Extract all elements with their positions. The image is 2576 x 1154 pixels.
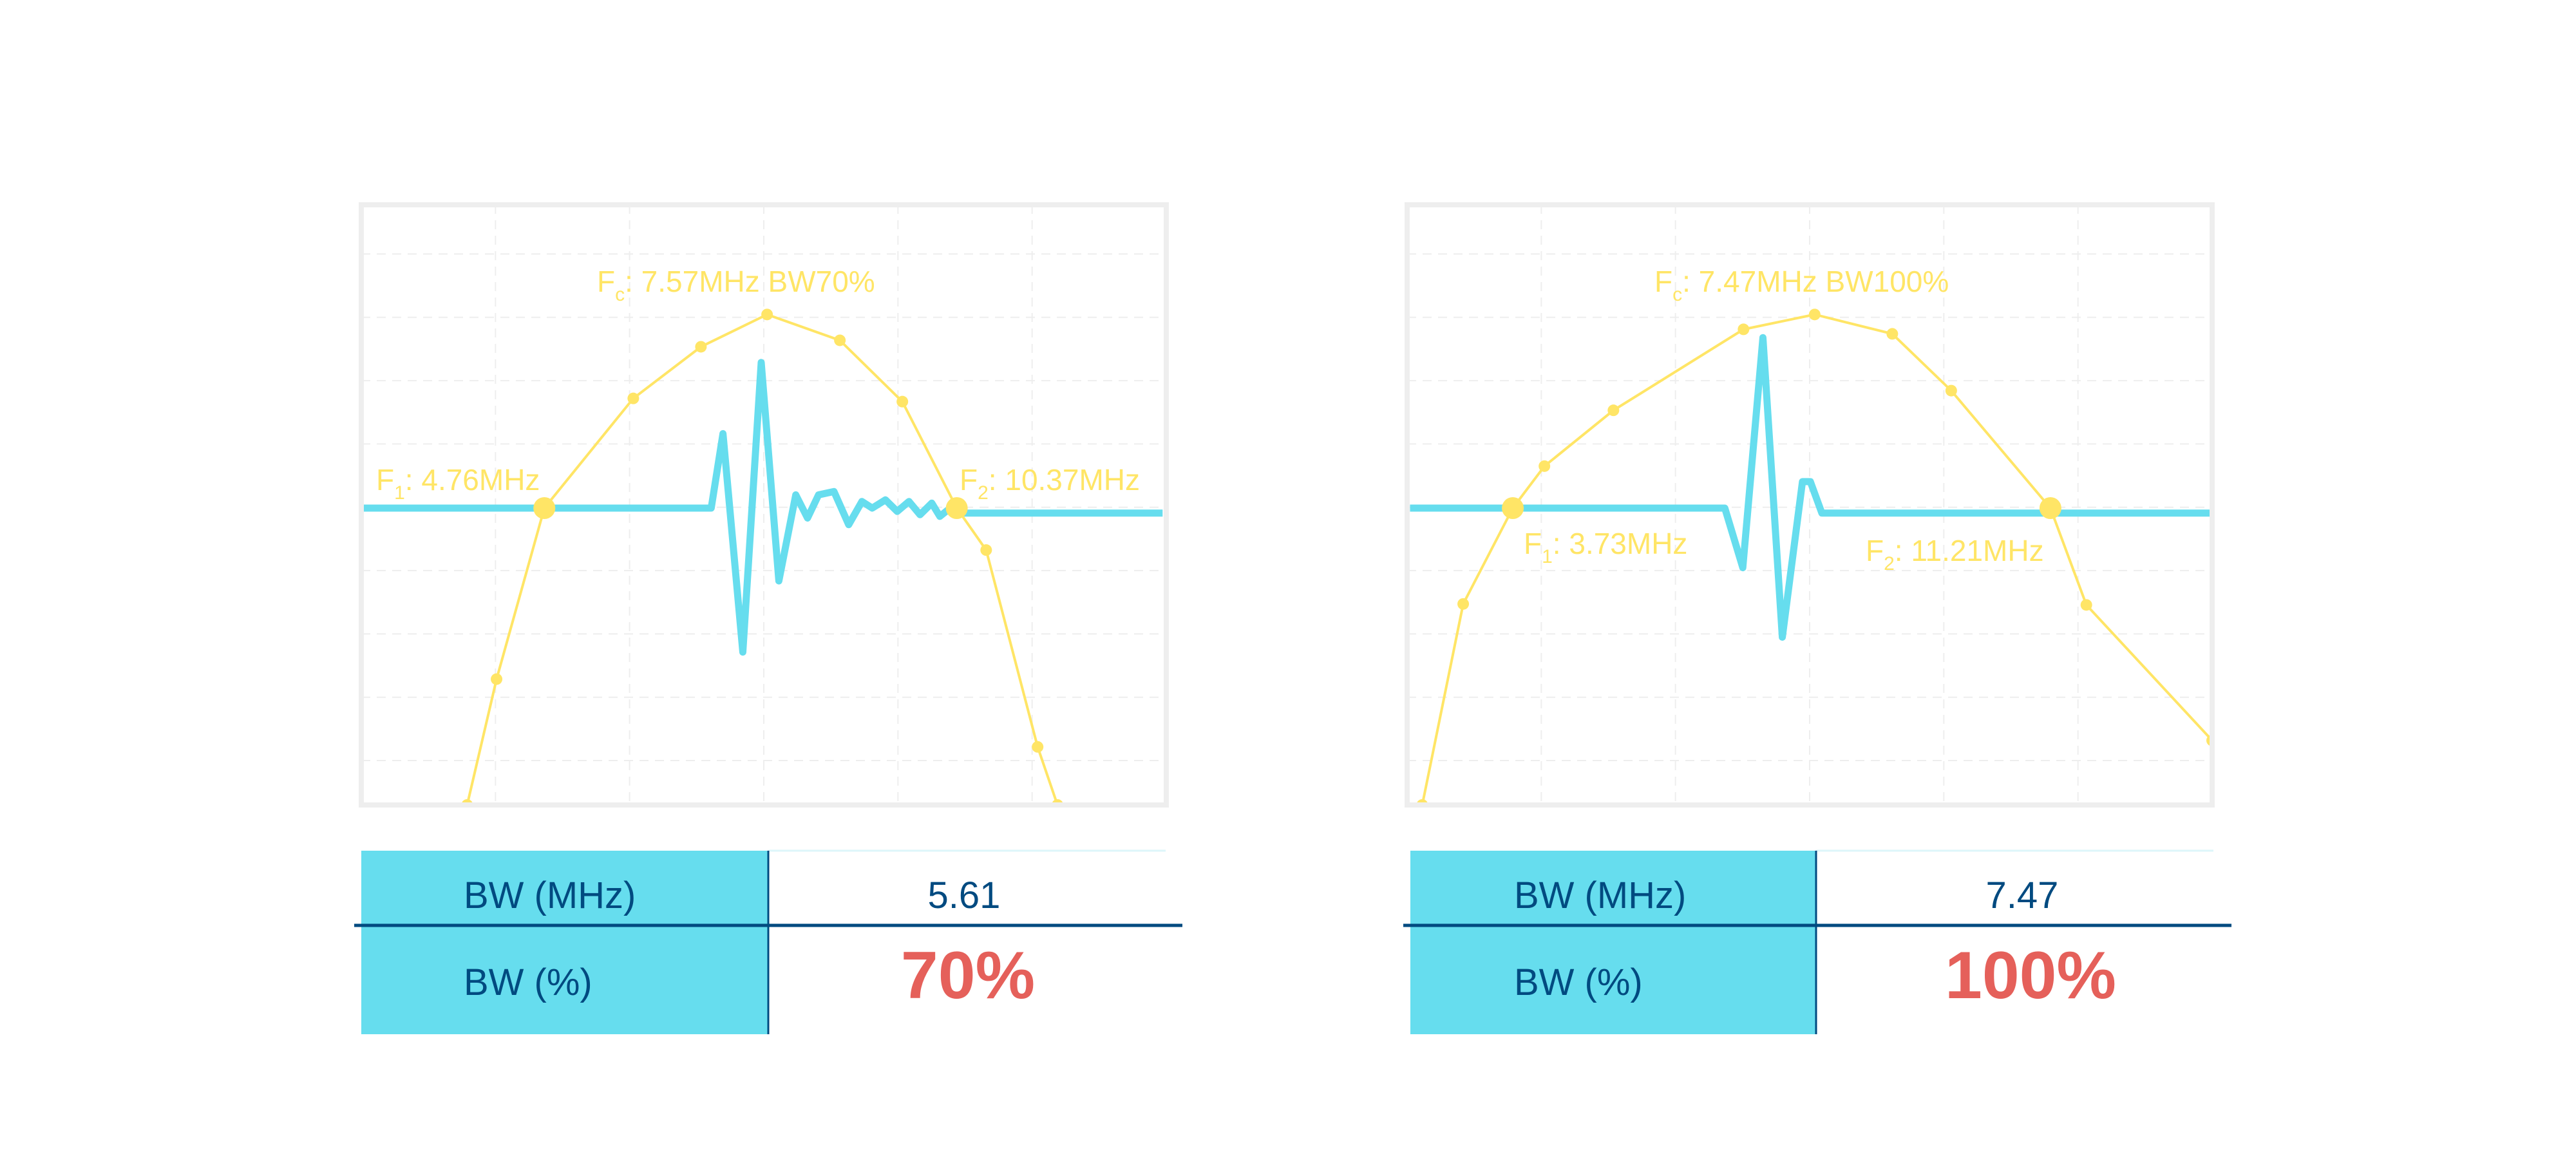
spectrum-point	[1886, 328, 1899, 340]
spectrum-point	[980, 544, 992, 556]
spectrum-line	[1421, 313, 2212, 805]
cutoff-marker	[2039, 497, 2061, 520]
cutoff-marker	[945, 497, 968, 520]
row-label-bw-mhz: BW (MHz)	[464, 875, 636, 916]
pulse-waveform-line	[363, 359, 1163, 656]
value-bw-mhz: 7.47	[1986, 875, 2059, 916]
chart-left	[359, 202, 1169, 808]
spectrum-point	[627, 392, 639, 404]
spectrum-point	[761, 308, 773, 321]
spectrum-point	[1945, 384, 1957, 397]
plot-frame	[359, 202, 1169, 808]
fc-label-left: Fc: 7.57MHz BW70%	[597, 265, 875, 305]
spectrum-line	[466, 313, 1059, 805]
spectrum-point	[2080, 599, 2092, 611]
spectrum-point	[896, 395, 909, 408]
cutoff-marker	[1502, 497, 1524, 520]
spectrum-point	[1539, 460, 1551, 472]
value-bw-percent: 70%	[901, 938, 1035, 1013]
plot-area	[1410, 308, 2212, 805]
plot-area	[363, 308, 1163, 805]
value-bw-mhz: 5.61	[928, 875, 1001, 916]
spectrum-point	[1808, 308, 1821, 321]
spectrum-point	[1032, 741, 1044, 753]
row-label-bw-percent: BW (%)	[1514, 961, 1643, 1003]
chart-right	[1405, 202, 2215, 808]
f1-label-left: F1: 4.76MHz	[376, 463, 540, 504]
spectrum-point	[1607, 404, 1620, 417]
f2-label-left: F2: 10.37MHz	[960, 463, 1140, 504]
spectrum-point	[1738, 323, 1750, 336]
spectrum-point	[1457, 598, 1470, 610]
value-bw-percent: 100%	[1945, 938, 2116, 1013]
row-label-bw-mhz: BW (MHz)	[1514, 875, 1686, 916]
spectrum-point	[695, 341, 707, 353]
bandwidth-table-left: BW (MHz) 5.61 BW (%) 70%	[354, 849, 1182, 1034]
fc-label-right: Fc: 7.47MHz BW100%	[1654, 265, 1949, 305]
table-header-column	[1410, 851, 1816, 1034]
row-label-bw-percent: BW (%)	[464, 961, 592, 1003]
cutoff-marker	[533, 497, 556, 520]
table-header-column	[361, 851, 768, 1034]
bandwidth-table-right: BW (MHz) 7.47 BW (%) 100%	[1403, 849, 2231, 1034]
f1-label-right: F1: 3.73MHz	[1524, 527, 1687, 567]
f2-label-right: F2: 11.21MHz	[1866, 534, 2044, 574]
spectrum-point	[491, 673, 503, 685]
plot-frame	[1405, 202, 2215, 808]
spectrum-point	[834, 334, 846, 346]
pulse-waveform-line	[1410, 334, 2212, 641]
